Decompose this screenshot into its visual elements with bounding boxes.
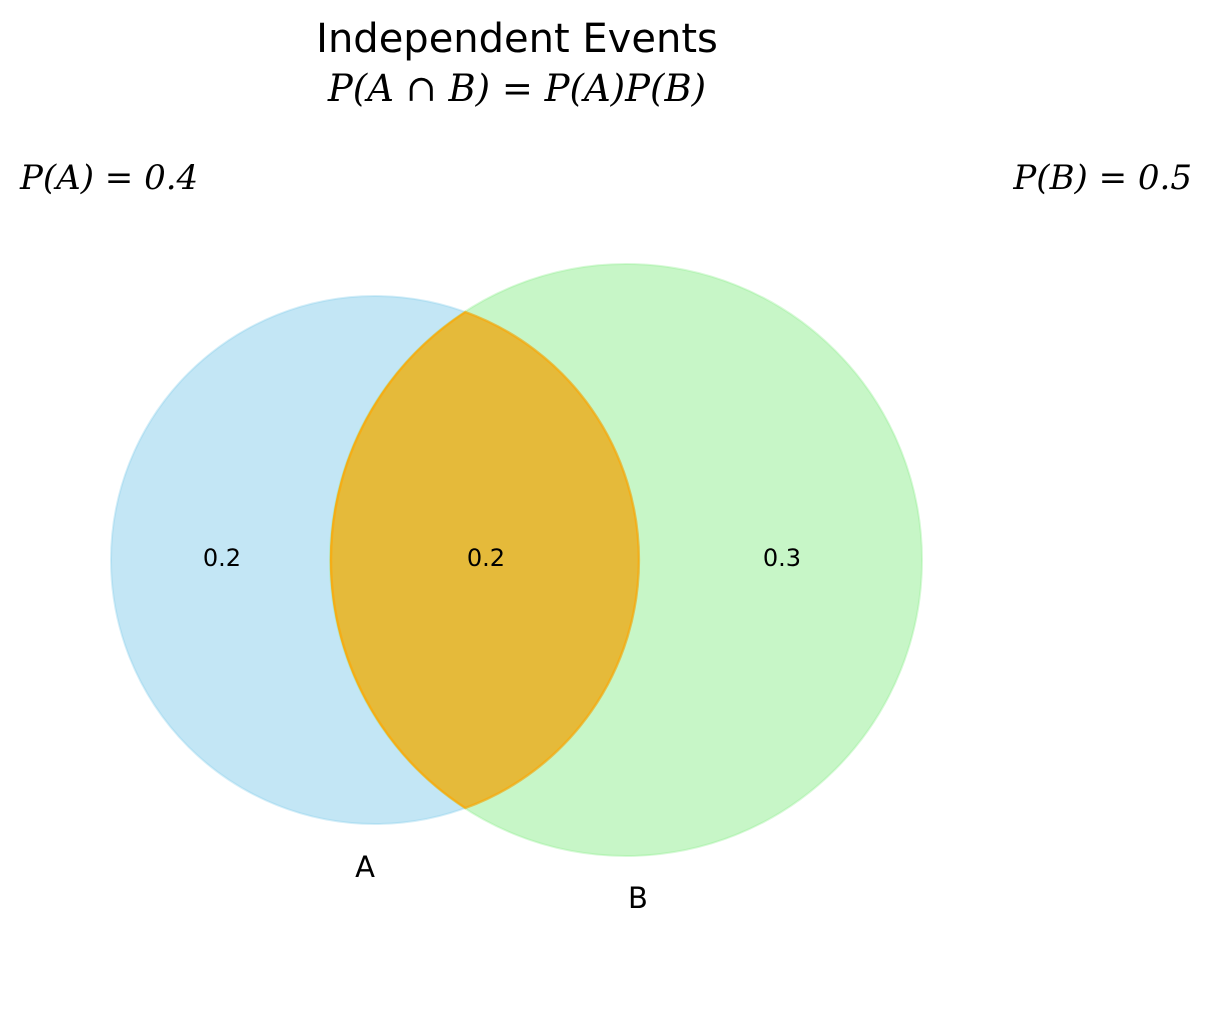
set-a-label: A: [355, 850, 375, 884]
region-intersection-value: 0.2: [467, 544, 505, 572]
set-b-label: B: [628, 881, 648, 915]
diagram-title: Independent Events: [316, 16, 718, 62]
prob-a-label: P(A) = 0.4: [19, 158, 198, 198]
formula: P(A ∩ B) = P(A)P(B): [327, 67, 706, 110]
prob-b-label: P(B) = 0.5: [1012, 158, 1192, 198]
intersection-outline: [329, 310, 641, 810]
intersection-region: [330, 296, 639, 824]
region-b-only-value: 0.3: [763, 544, 801, 572]
region-a-only-value: 0.2: [203, 544, 241, 572]
